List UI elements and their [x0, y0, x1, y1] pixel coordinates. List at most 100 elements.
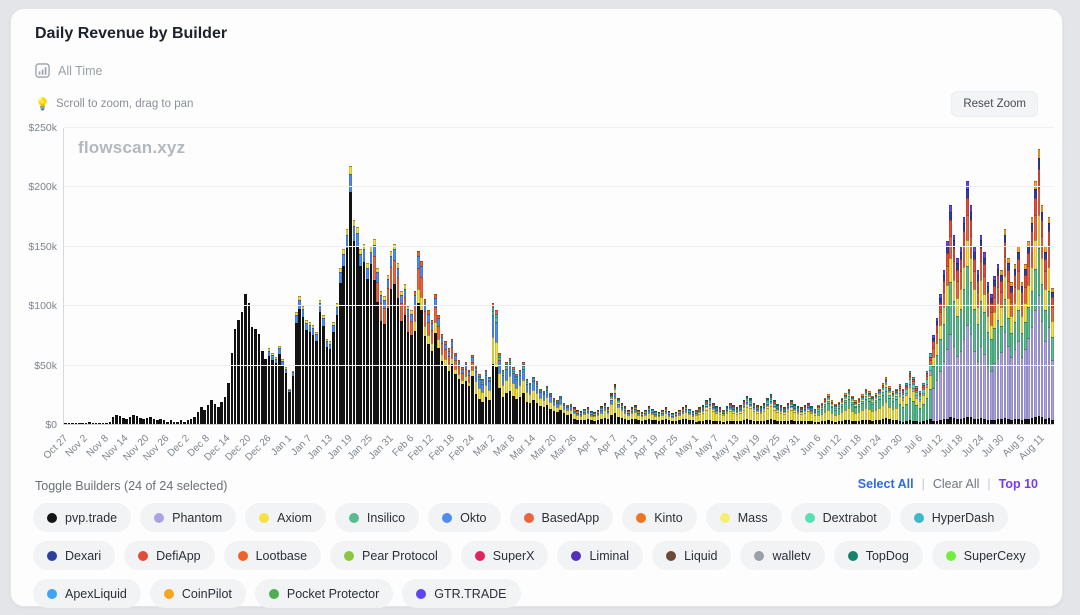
bar[interactable] — [145, 128, 149, 424]
bar[interactable] — [664, 128, 668, 424]
bar[interactable] — [962, 128, 966, 424]
bar[interactable] — [193, 128, 196, 424]
bar[interactable] — [474, 128, 478, 424]
bar[interactable] — [939, 128, 942, 424]
builder-chip[interactable]: Dextrabot — [790, 503, 891, 532]
bar[interactable] — [783, 128, 786, 424]
bar[interactable] — [267, 128, 271, 424]
bar[interactable] — [654, 128, 657, 424]
bar[interactable] — [539, 128, 542, 424]
bar[interactable] — [722, 128, 725, 424]
bar[interactable] — [247, 128, 251, 424]
bar[interactable] — [159, 128, 162, 424]
bar[interactable] — [67, 128, 71, 424]
bar[interactable] — [949, 128, 952, 424]
bar[interactable] — [491, 128, 495, 424]
bar[interactable] — [644, 128, 647, 424]
bar[interactable] — [779, 128, 783, 424]
bar[interactable] — [281, 128, 284, 424]
builder-chip[interactable]: walletv — [740, 541, 825, 570]
bar[interactable] — [1007, 128, 1010, 424]
bar[interactable] — [501, 128, 505, 424]
bar[interactable] — [437, 128, 440, 424]
bar[interactable] — [356, 128, 359, 424]
bar[interactable] — [935, 128, 939, 424]
bar[interactable] — [542, 128, 546, 424]
bar[interactable] — [634, 128, 637, 424]
bar[interactable] — [518, 128, 522, 424]
bar[interactable] — [830, 128, 834, 424]
builder-chip[interactable]: BasedApp — [509, 503, 614, 532]
bar[interactable] — [220, 128, 223, 424]
bar[interactable] — [233, 128, 237, 424]
builder-chip[interactable]: ApexLiquid — [33, 579, 141, 608]
bar[interactable] — [295, 128, 298, 424]
bar[interactable] — [915, 128, 918, 424]
bar[interactable] — [745, 128, 749, 424]
bar[interactable] — [800, 128, 803, 424]
bar[interactable] — [705, 128, 708, 424]
bar[interactable] — [990, 128, 993, 424]
bar[interactable] — [101, 128, 105, 424]
bar[interactable] — [250, 128, 254, 424]
bar[interactable] — [484, 128, 488, 424]
bar[interactable] — [461, 128, 464, 424]
bar[interactable] — [88, 128, 91, 424]
select-all-link[interactable]: Select All — [857, 477, 914, 491]
bar[interactable] — [579, 128, 583, 424]
bar[interactable] — [74, 128, 78, 424]
bar[interactable] — [647, 128, 651, 424]
bar[interactable] — [576, 128, 579, 424]
bar[interactable] — [142, 128, 145, 424]
bar[interactable] — [840, 128, 844, 424]
bar[interactable] — [932, 128, 935, 424]
bar[interactable] — [559, 128, 562, 424]
bar[interactable] — [386, 128, 390, 424]
bar[interactable] — [610, 128, 613, 424]
builder-chip[interactable]: DefiApp — [124, 541, 215, 570]
bar[interactable] — [871, 128, 874, 424]
bar[interactable] — [274, 128, 278, 424]
bar[interactable] — [918, 128, 922, 424]
builder-chip[interactable]: CoinPilot — [149, 579, 246, 608]
bar[interactable] — [345, 128, 349, 424]
bar[interactable] — [94, 128, 98, 424]
bar[interactable] — [813, 128, 817, 424]
bar[interactable] — [454, 128, 457, 424]
bar[interactable] — [983, 128, 986, 424]
bar[interactable] — [786, 128, 790, 424]
bar[interactable] — [369, 128, 373, 424]
bar[interactable] — [895, 128, 898, 424]
bar[interactable] — [1023, 128, 1027, 424]
bar[interactable] — [352, 128, 356, 424]
bar[interactable] — [596, 128, 600, 424]
bar[interactable] — [400, 128, 403, 424]
bar[interactable] — [752, 128, 756, 424]
bar[interactable] — [288, 128, 291, 424]
bar[interactable] — [851, 128, 854, 424]
bar[interactable] — [874, 128, 878, 424]
bar[interactable] — [444, 128, 447, 424]
bar[interactable] — [423, 128, 427, 424]
bar[interactable] — [556, 128, 559, 424]
bar[interactable] — [362, 128, 366, 424]
bar[interactable] — [403, 128, 407, 424]
bar[interactable] — [172, 128, 176, 424]
bar[interactable] — [450, 128, 454, 424]
bar[interactable] — [884, 128, 888, 424]
bar[interactable] — [108, 128, 112, 424]
bar[interactable] — [708, 128, 712, 424]
bar[interactable] — [1020, 128, 1024, 424]
builder-chip[interactable]: Insilico — [334, 503, 420, 532]
bar[interactable] — [1044, 128, 1047, 424]
bar[interactable] — [457, 128, 461, 424]
bar[interactable] — [844, 128, 847, 424]
bar[interactable] — [661, 128, 664, 424]
bar[interactable] — [213, 128, 217, 424]
bar[interactable] — [139, 128, 142, 424]
bar[interactable] — [630, 128, 634, 424]
bar[interactable] — [891, 128, 895, 424]
builder-chip[interactable]: Lootbase — [223, 541, 322, 570]
bar[interactable] — [837, 128, 841, 424]
bar[interactable] — [349, 128, 352, 424]
